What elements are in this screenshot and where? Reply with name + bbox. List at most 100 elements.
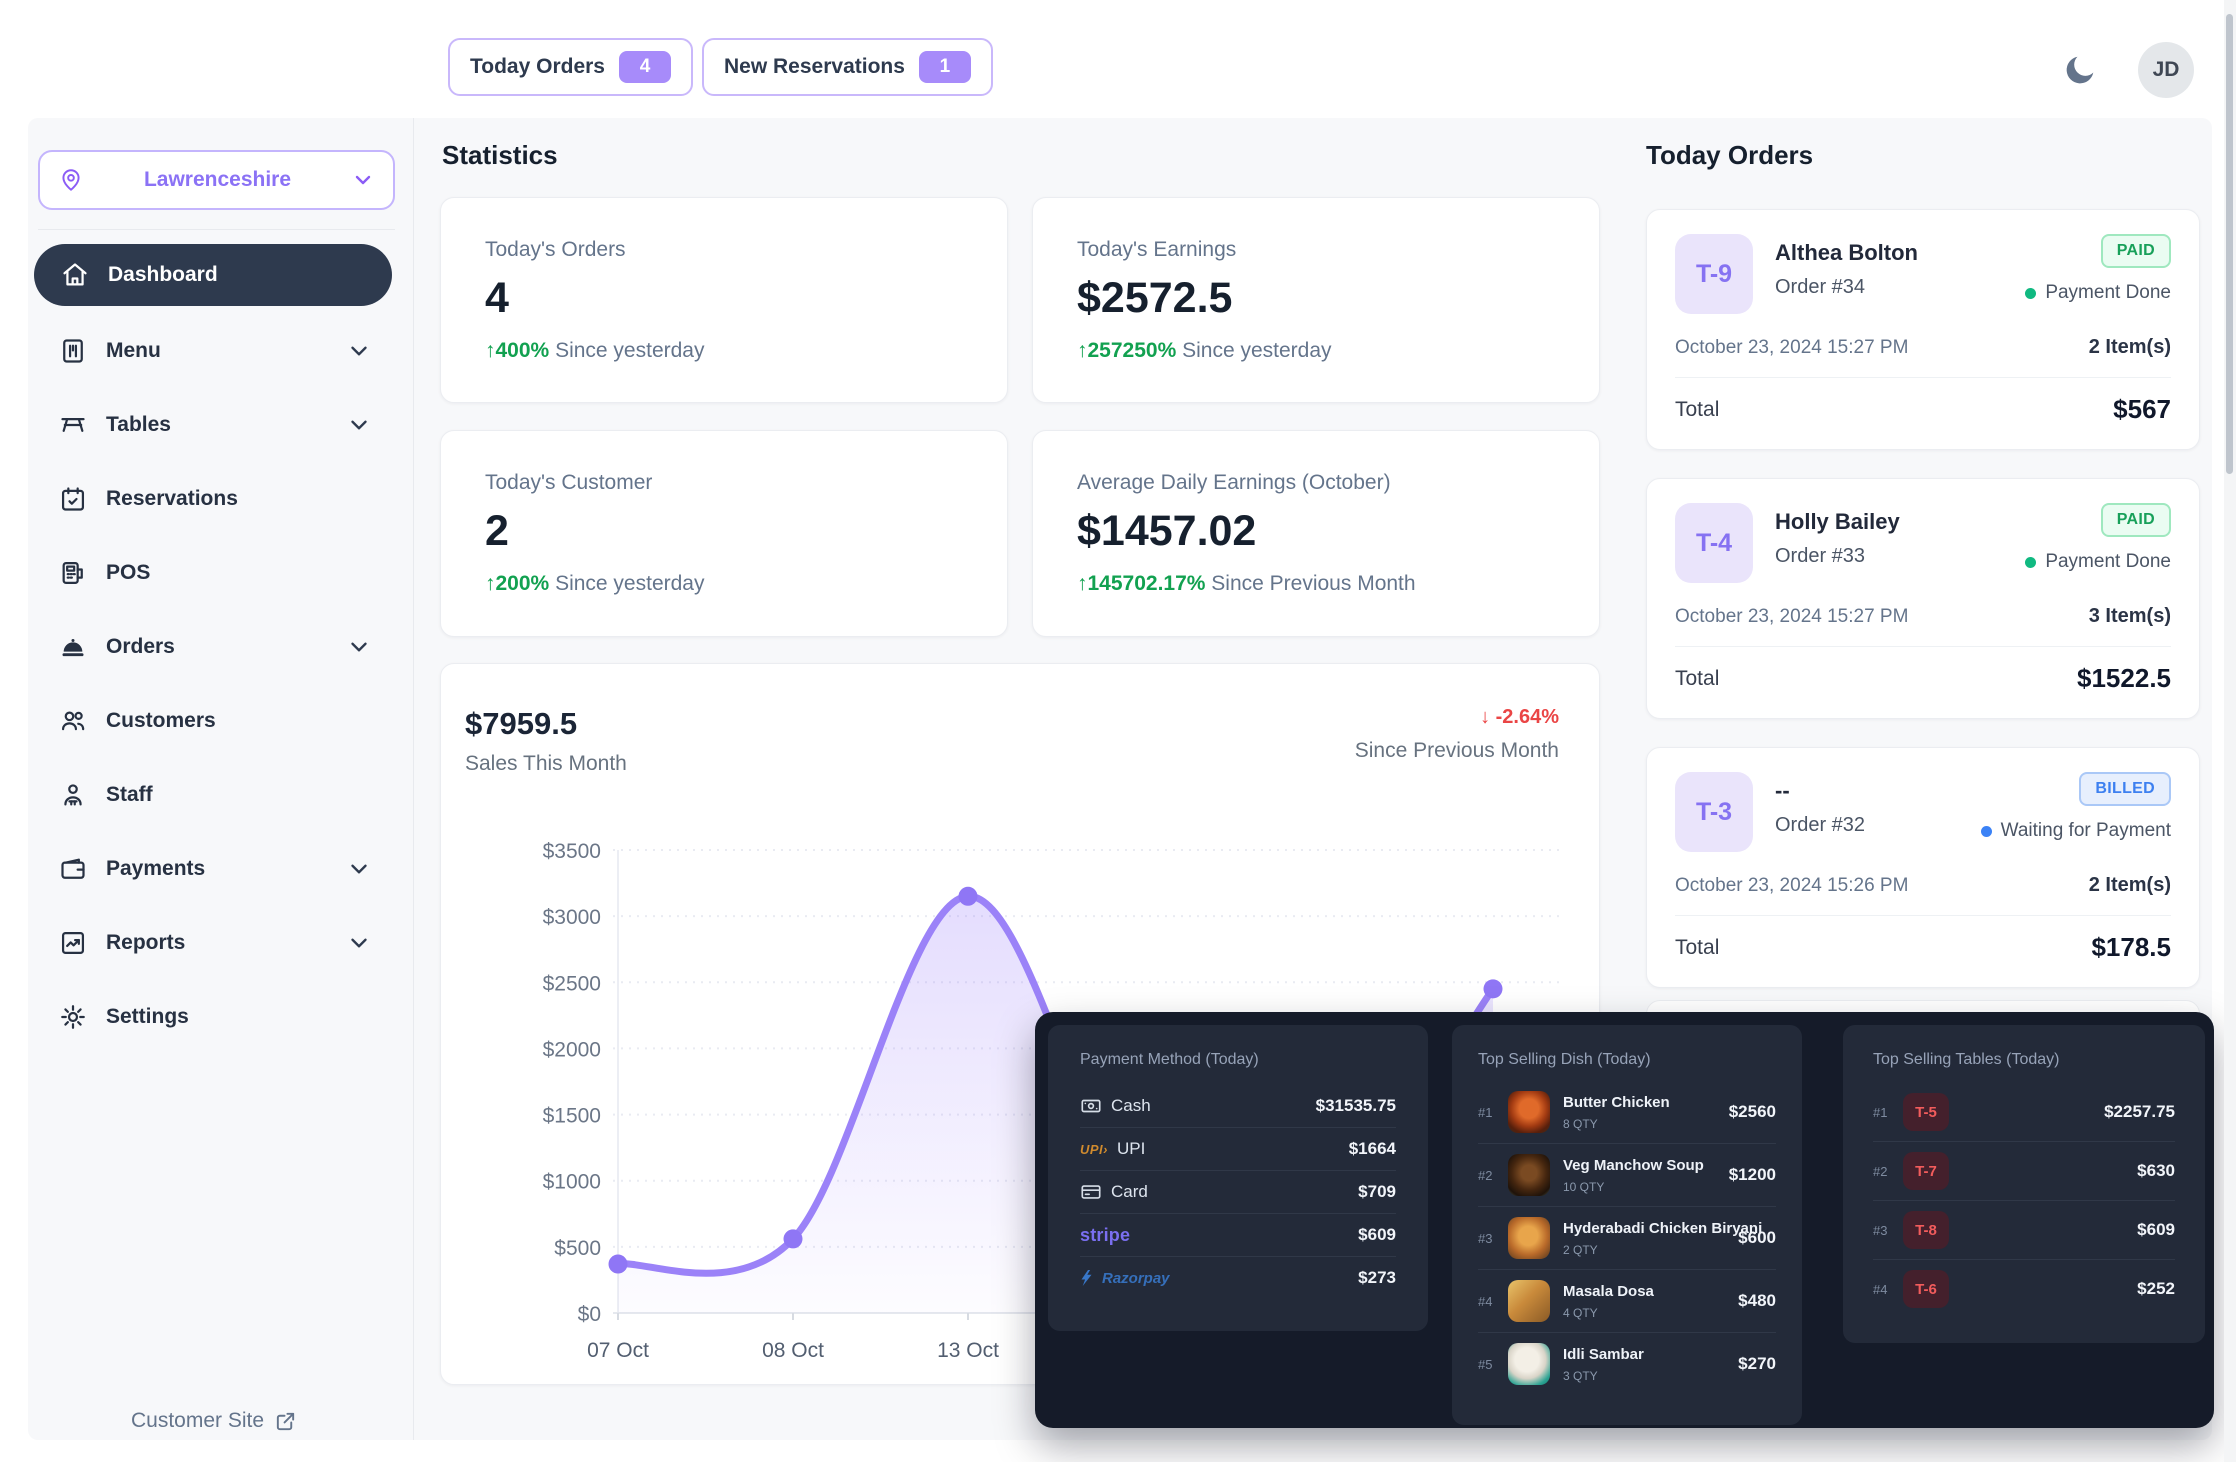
today-orders-button-label: Today Orders [470, 55, 605, 78]
payment-row: UPI› UPI $1664 [1080, 1127, 1396, 1170]
panel-title: Top Selling Dish (Today) [1478, 1051, 1651, 1068]
order-items-count: 3 Item(s) [2088, 605, 2171, 627]
svg-text:$2000: $2000 [543, 1038, 601, 1061]
location-select-value: Lawrenceshire [143, 168, 292, 191]
sidebar-item-menu[interactable]: Menu [34, 314, 394, 388]
customer-site-link[interactable]: Customer Site [34, 1396, 394, 1446]
divider [1675, 915, 2171, 916]
avatar[interactable]: JD [2138, 42, 2194, 98]
table-badge: T-7 [1903, 1152, 1949, 1190]
stat-delta: ↑257250% Since yesterday [1077, 339, 1332, 362]
card-icon [1080, 1181, 1102, 1203]
down-arrow-icon: ↓ [1480, 706, 1491, 728]
dish-row: #4 Masala Dosa 4 QTY $480 [1478, 1269, 1776, 1332]
up-arrow-icon: ↑ [1077, 339, 1088, 362]
chevron-down-icon [346, 634, 372, 660]
order-number: Order #34 [1775, 276, 1866, 298]
sidebar-item-dashboard[interactable]: Dashboard [34, 244, 392, 306]
stat-value: 4 [485, 274, 509, 322]
today-orders-count-badge: 4 [618, 51, 671, 83]
wallet-icon [58, 854, 88, 884]
sidebar-item-reports[interactable]: Reports [34, 906, 394, 980]
svg-text:13 Oct: 13 Oct [937, 1339, 999, 1362]
sales-month-subtitle: Sales This Month [465, 752, 627, 775]
dish-photo [1508, 1091, 1550, 1133]
order-items-count: 2 Item(s) [2088, 336, 2171, 358]
calendar-check-icon [58, 484, 88, 514]
top-bar: Today Orders 4 New Reservations 1 JD [0, 0, 2236, 118]
total-value: $178.5 [2091, 932, 2171, 962]
table-badge: T-5 [1903, 1093, 1949, 1131]
order-number: Order #33 [1775, 545, 1866, 567]
customer-name: Holly Bailey [1775, 509, 1900, 534]
stat-delta: ↑145702.17% Since Previous Month [1077, 572, 1416, 595]
order-card[interactable]: T-3 -- Order #32 BILLED Waiting for Paym… [1646, 747, 2200, 988]
new-reservations-button-label: New Reservations [724, 55, 905, 78]
users-icon [58, 706, 88, 736]
status-dot [2025, 287, 2037, 299]
table-rank-row: #1 T-5 $2257.75 [1873, 1083, 2175, 1141]
svg-text:$3500: $3500 [543, 840, 601, 863]
stat-value: $2572.5 [1077, 274, 1233, 322]
sidebar-item-staff[interactable]: Staff [34, 758, 394, 832]
order-card[interactable]: T-9 Althea Bolton Order #34 PAID Payment… [1646, 209, 2200, 450]
gear-icon [58, 1002, 88, 1032]
summary-panels-overlay: Payment Method (Today) Cash $31535.75 UP… [1035, 1012, 2214, 1428]
sidebar-item-label: Dashboard [108, 263, 218, 286]
new-reservations-button[interactable]: New Reservations 1 [702, 38, 993, 96]
external-link-icon [274, 1410, 297, 1433]
total-label: Total [1675, 397, 1720, 421]
scrollbar-thumb[interactable] [2226, 14, 2233, 474]
top-selling-tables-panel: Top Selling Tables (Today) #1 T-5 $2257.7… [1843, 1025, 2205, 1343]
order-date: October 23, 2024 15:26 PM [1675, 874, 1909, 896]
dish-photo [1508, 1154, 1550, 1196]
stat-value: $1457.02 [1077, 507, 1257, 555]
sidebar-item-pos[interactable]: POS [34, 536, 394, 610]
sidebar-item-tables[interactable]: Tables [34, 388, 394, 462]
dish-row: #1 Butter Chicken 8 QTY $2560 [1478, 1081, 1776, 1143]
payment-status: Payment Done [2045, 282, 2171, 303]
svg-text:$500: $500 [554, 1237, 601, 1260]
up-arrow-icon: ↑ [485, 339, 496, 362]
svg-text:08 Oct: 08 Oct [762, 1339, 824, 1362]
table-icon [58, 410, 88, 440]
payment-status: Payment Done [2045, 551, 2171, 572]
up-arrow-icon: ↑ [1077, 572, 1088, 595]
home-icon [60, 260, 90, 290]
razorpay-logo [1080, 1270, 1093, 1286]
dish-row: #3 Hyderabadi Chicken Biryani 2 QTY $600 [1478, 1206, 1776, 1269]
order-items-count: 2 Item(s) [2088, 874, 2171, 896]
up-arrow-icon: ↑ [485, 572, 496, 595]
sidebar-item-settings[interactable]: Settings [34, 980, 394, 1054]
divider [1675, 377, 2171, 378]
location-pin-icon [58, 167, 84, 193]
sidebar-item-orders[interactable]: Orders [34, 610, 394, 684]
dark-mode-toggle[interactable] [2058, 48, 2102, 92]
panel-title: Payment Method (Today) [1080, 1051, 1259, 1068]
order-date: October 23, 2024 15:27 PM [1675, 336, 1909, 358]
new-reservations-count-badge: 1 [918, 51, 971, 83]
chevron-down-icon [346, 930, 372, 956]
location-select[interactable]: Lawrenceshire [38, 150, 395, 210]
sidebar-item-payments[interactable]: Payments [34, 832, 394, 906]
table-badge: T-3 [1675, 772, 1753, 852]
stat-label: Today's Orders [485, 238, 626, 261]
upi-logo: UPI› [1080, 1141, 1108, 1157]
staff-icon [58, 780, 88, 810]
panel-title: Top Selling Tables (Today) [1873, 1051, 2060, 1068]
dish-photo [1508, 1217, 1550, 1259]
sidebar-item-customers[interactable]: Customers [34, 684, 394, 758]
sales-month-total: $7959.5 Sales This Month [465, 706, 627, 775]
svg-text:$0: $0 [578, 1303, 601, 1326]
today-orders-button[interactable]: Today Orders 4 [448, 38, 693, 96]
customer-name: Althea Bolton [1775, 240, 1918, 265]
svg-text:$3000: $3000 [543, 906, 601, 929]
moon-icon [2061, 51, 2099, 89]
today-orders-heading: Today Orders [1646, 140, 1814, 170]
svg-text:$1500: $1500 [543, 1105, 601, 1128]
stat-card-todays-customer: Today's Customer 2 ↑200% Since yesterday [440, 430, 1008, 637]
table-badge: T-8 [1903, 1211, 1949, 1249]
order-card[interactable]: T-4 Holly Bailey Order #33 PAID Payment … [1646, 478, 2200, 719]
sidebar-item-reservations[interactable]: Reservations [34, 462, 394, 536]
sidebar-separator [38, 229, 395, 230]
